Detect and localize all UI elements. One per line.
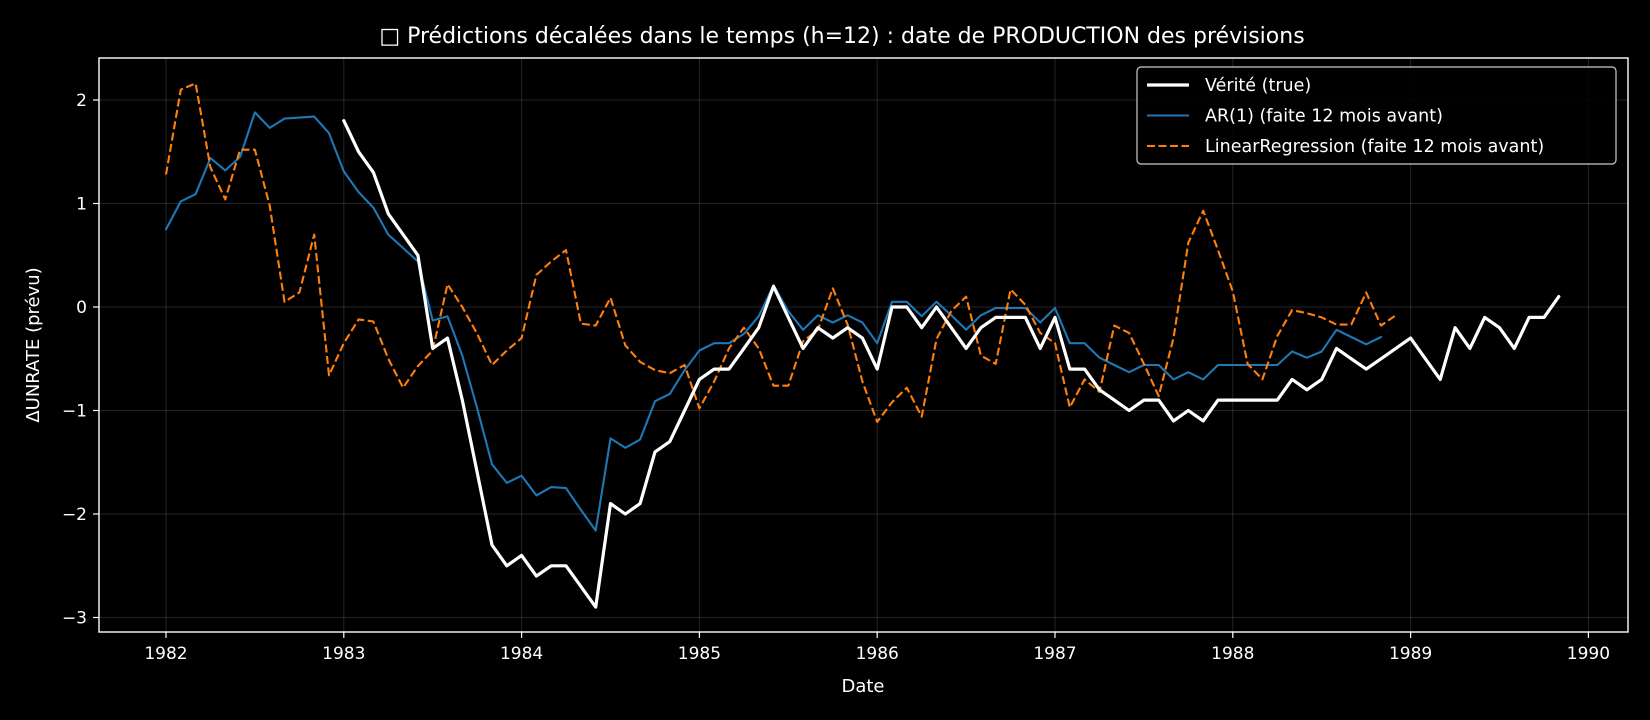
x-tick-label: 1988 bbox=[1211, 644, 1254, 664]
legend-label-0: Vérité (true) bbox=[1205, 76, 1311, 96]
y-tick-label: 1 bbox=[76, 195, 87, 215]
plot-frame bbox=[98, 57, 1629, 633]
legend-label-2: LinearRegression (faite 12 mois avant) bbox=[1205, 137, 1544, 157]
y-axis-label: ΔUNRATE (prévu) bbox=[23, 267, 44, 422]
series-line-2 bbox=[164, 82, 1397, 423]
x-tick-label: 1987 bbox=[1033, 644, 1076, 664]
x-tick-label: 1989 bbox=[1389, 644, 1432, 664]
y-tick-label: 2 bbox=[76, 91, 87, 111]
axis-ticks: 1982 1983 1984 1985 1986 1987 1988 1989 1990 −3 −2… bbox=[62, 91, 1610, 664]
x-tick-label: 1986 bbox=[856, 644, 899, 664]
legend-label-1: AR(1) (faite 12 mois avant) bbox=[1205, 107, 1443, 127]
chart-title: □ Prédictions décalées dans le temps (h=… bbox=[379, 24, 1304, 49]
series-layer bbox=[164, 82, 1561, 609]
y-tick-label: −1 bbox=[62, 402, 87, 422]
x-tick-label: 1990 bbox=[1567, 644, 1610, 664]
x-axis-label: Date bbox=[841, 676, 884, 697]
series-line-0 bbox=[342, 119, 1561, 609]
x-tick-label: 1984 bbox=[500, 644, 543, 664]
legend-box bbox=[1136, 66, 1617, 165]
x-tick-label: 1985 bbox=[678, 644, 721, 664]
x-tick-label: 1982 bbox=[144, 644, 187, 664]
y-tick-label: 0 bbox=[76, 298, 87, 318]
legend: Vérité (true) AR(1) (faite 12 mois avant)… bbox=[1136, 66, 1617, 165]
x-tick-label: 1983 bbox=[322, 644, 365, 664]
y-tick-label: −2 bbox=[62, 505, 87, 525]
y-tick-label: −3 bbox=[62, 609, 87, 629]
